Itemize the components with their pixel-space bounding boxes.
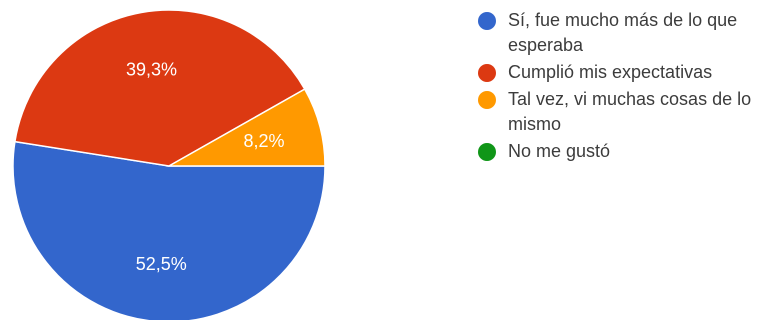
slice-value-label-2: 39,3% xyxy=(126,59,177,79)
legend-marker xyxy=(478,64,496,82)
legend-marker xyxy=(478,12,496,30)
legend-label: Sí, fue mucho más de lo que esperaba xyxy=(508,10,738,55)
slice-value-label-1: 52,5% xyxy=(136,254,187,274)
legend-item-2[interactable]: Cumplió mis expectativas xyxy=(478,60,774,85)
legend-marker xyxy=(478,91,496,109)
legend-label: Tal vez, vi muchas cosas de lo mismo xyxy=(508,89,752,134)
legend-item-4[interactable]: No me gustó xyxy=(478,139,774,164)
slice-value-label-3: 8,2% xyxy=(244,131,285,151)
pie-slice-3[interactable] xyxy=(166,88,326,167)
legend-item-3[interactable]: Tal vez, vi muchas cosas de lo mismo xyxy=(478,87,774,137)
pie-slice-2[interactable] xyxy=(14,9,306,167)
legend-item-1[interactable]: Sí, fue mucho más de lo que esperaba xyxy=(478,8,774,58)
chart-legend: Sí, fue mucho más de lo que esperaba Cum… xyxy=(478,8,774,166)
pie-chart-plot: 52,5% 39,3% 8,2% xyxy=(12,9,326,320)
legend-marker xyxy=(478,143,496,161)
pie-slice-1[interactable] xyxy=(12,140,326,320)
legend-label: Cumplió mis expectativas xyxy=(508,62,713,82)
legend-label: No me gustó xyxy=(508,141,611,161)
